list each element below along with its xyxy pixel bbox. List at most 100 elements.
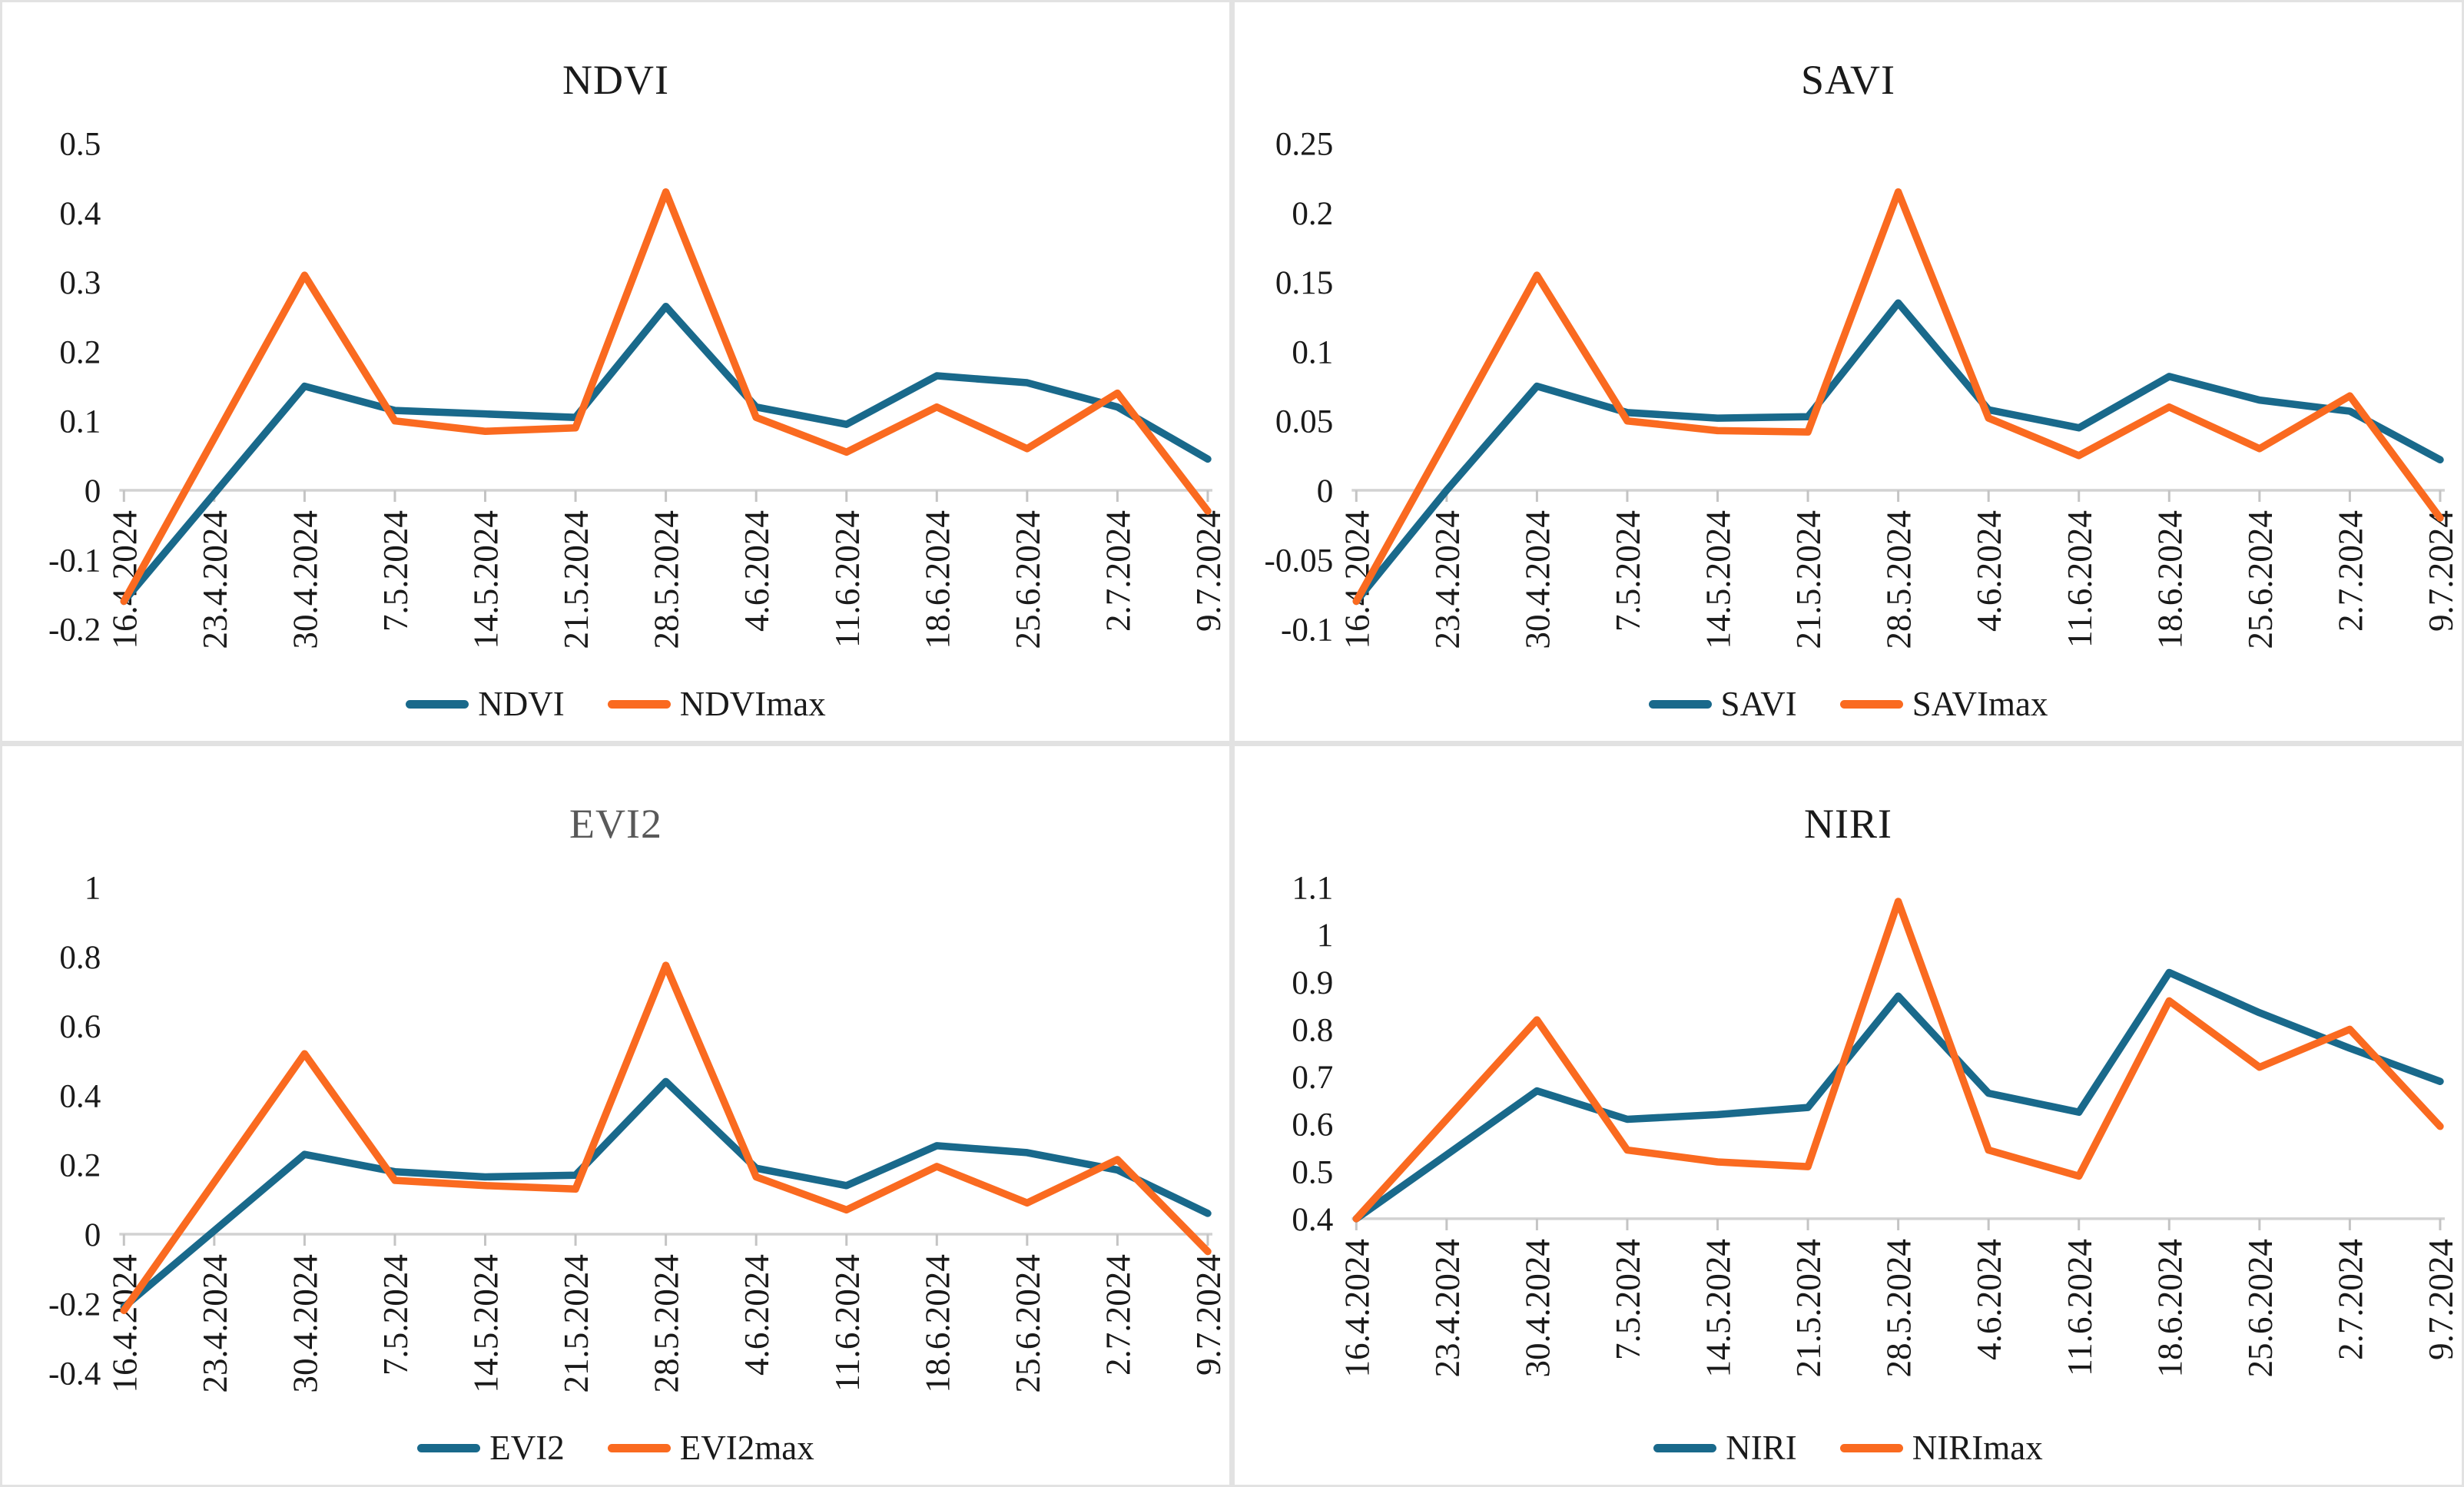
legend-item: NDVImax [607, 684, 826, 724]
svg-text:11.6.2024: 11.6.2024 [2061, 510, 2099, 648]
svg-text:-0.05: -0.05 [1265, 543, 1334, 579]
svg-text:25.6.2024: 25.6.2024 [2241, 1239, 2280, 1378]
svg-text:7.5.2024: 7.5.2024 [376, 1254, 415, 1376]
svg-text:11.6.2024: 11.6.2024 [828, 510, 867, 648]
legend-label: NIRI [1726, 1429, 1797, 1467]
series1-line-icon [406, 699, 469, 709]
svg-text:9.7.2024: 9.7.2024 [2422, 1239, 2460, 1360]
legend-item: NIRI [1653, 1428, 1797, 1468]
svg-text:23.4.2024: 23.4.2024 [196, 1254, 234, 1393]
svg-text:7.5.2024: 7.5.2024 [376, 510, 415, 632]
legend-label: NDVImax [679, 685, 826, 723]
legend-label: EVI2 [489, 1429, 565, 1467]
svg-text:18.6.2024: 18.6.2024 [918, 510, 957, 649]
legend-item: EVI2max [607, 1428, 814, 1468]
svg-text:16.4.2024: 16.4.2024 [1338, 1239, 1376, 1378]
legend-item: SAVImax [1839, 684, 2048, 724]
svg-text:0.8: 0.8 [1292, 1012, 1333, 1048]
chart-title-evi2: EVI2 [569, 801, 662, 847]
svg-text:30.4.2024: 30.4.2024 [286, 1254, 324, 1393]
svg-text:4.6.2024: 4.6.2024 [738, 510, 776, 632]
svg-text:16.4.2024: 16.4.2024 [105, 1254, 144, 1393]
svg-text:28.5.2024: 28.5.2024 [648, 510, 686, 649]
chart-title-niri: NIRI [1804, 801, 1892, 847]
svg-text:0.5: 0.5 [59, 127, 101, 163]
svg-text:2.7.2024: 2.7.2024 [2331, 1239, 2369, 1360]
svg-text:-0.2: -0.2 [48, 612, 101, 649]
series1-line-icon [417, 1443, 481, 1452]
svg-text:0.4: 0.4 [1292, 1202, 1333, 1238]
svg-text:28.5.2024: 28.5.2024 [1880, 510, 1918, 649]
svg-text:25.6.2024: 25.6.2024 [2241, 510, 2280, 649]
svg-text:30.4.2024: 30.4.2024 [1518, 1239, 1557, 1378]
legend-item: SAVI [1648, 684, 1797, 724]
svg-text:0.1: 0.1 [1292, 334, 1333, 370]
legend-label: SAVImax [1912, 685, 2048, 723]
svg-text:0: 0 [85, 473, 101, 509]
svg-text:-0.1: -0.1 [48, 543, 101, 579]
legend-label: NIRImax [1912, 1429, 2043, 1467]
legend-savi: SAVI SAVImax [1235, 684, 2462, 724]
svg-text:14.5.2024: 14.5.2024 [1700, 510, 1738, 649]
svg-text:11.6.2024: 11.6.2024 [2061, 1239, 2099, 1376]
svg-text:21.5.2024: 21.5.2024 [557, 510, 595, 649]
svg-text:25.6.2024: 25.6.2024 [1009, 1254, 1047, 1393]
svg-text:4.6.2024: 4.6.2024 [1970, 1239, 2008, 1360]
svg-text:28.5.2024: 28.5.2024 [648, 1254, 686, 1393]
chart-panel-niri: NIRI 1.1 1 0.9 0.8 0.7 0.6 0.5 0.4 16.4.2024 23.4… [1235, 746, 2462, 1485]
svg-text:21.5.2024: 21.5.2024 [1789, 510, 1828, 649]
svg-text:-0.4: -0.4 [48, 1356, 101, 1392]
svg-text:0.2: 0.2 [59, 1148, 101, 1184]
svg-text:21.5.2024: 21.5.2024 [1789, 1239, 1828, 1378]
svg-text:4.6.2024: 4.6.2024 [738, 1254, 776, 1376]
ndvi-plot: 0.50.40.30.20.10-0.1-0.2 16.4.2024 23.4.20… [48, 127, 1228, 649]
svg-text:0.2: 0.2 [59, 334, 101, 370]
series2-line-icon [1839, 1443, 1903, 1452]
svg-text:0.7: 0.7 [1292, 1060, 1333, 1096]
evi2-plot: 1 0.8 0.6 0.4 0.2 0 -0.2 -0.4 16.4.2024 23.4.2024… [48, 871, 1228, 1393]
legend-item: NDVI [406, 684, 565, 724]
svg-text:14.5.2024: 14.5.2024 [467, 1254, 506, 1393]
chart-panel-ndvi: NDVI 0.5 0.4 0.3 0.2 0.1 0 -0.1 -0.2 16.4.2024 23… [2, 2, 1229, 741]
svg-text:25.6.2024: 25.6.2024 [1009, 510, 1047, 649]
legend-label: SAVI [1720, 685, 1797, 723]
legend-label: NDVI [478, 685, 565, 723]
svg-text:30.4.2024: 30.4.2024 [286, 510, 324, 649]
svg-text:4.6.2024: 4.6.2024 [1970, 510, 2008, 632]
svg-text:23.4.2024: 23.4.2024 [1428, 1239, 1467, 1378]
svg-text:0.9: 0.9 [1292, 965, 1333, 1001]
svg-text:0.4: 0.4 [59, 1078, 101, 1114]
series2-line-icon [607, 1443, 671, 1452]
chart-panel-evi2: EVI2 1 0.8 0.6 0.4 0.2 0 -0.2 -0.4 16.4.2024 23.4… [2, 746, 1229, 1485]
series1-line-icon [1653, 1443, 1717, 1452]
svg-text:7.5.2024: 7.5.2024 [1609, 510, 1647, 632]
svg-text:0.15: 0.15 [1275, 265, 1333, 301]
svg-text:1: 1 [85, 871, 101, 907]
svg-text:2.7.2024: 2.7.2024 [1099, 1254, 1137, 1376]
legend-label: EVI2max [679, 1429, 814, 1467]
svg-text:0: 0 [1317, 473, 1334, 509]
svg-text:0.8: 0.8 [59, 940, 101, 976]
series2-line-icon [1839, 699, 1903, 709]
savi-plot: 0.250.20.150.10.050-0.05-0.1 16.4.2024 23.… [1265, 127, 2460, 649]
svg-text:1.1: 1.1 [1292, 871, 1333, 907]
svg-text:-0.2: -0.2 [48, 1286, 101, 1323]
legend-ndvi: NDVI NDVImax [2, 684, 1229, 724]
legend-niri: NIRI NIRImax [1235, 1428, 2462, 1468]
svg-text:14.5.2024: 14.5.2024 [1700, 1239, 1738, 1378]
svg-text:9.7.2024: 9.7.2024 [2422, 510, 2460, 632]
svg-text:0.25: 0.25 [1275, 127, 1333, 163]
svg-text:21.5.2024: 21.5.2024 [557, 1254, 595, 1393]
chart-title-ndvi: NDVI [562, 57, 669, 103]
svg-text:9.7.2024: 9.7.2024 [1189, 1254, 1228, 1376]
svg-text:23.4.2024: 23.4.2024 [196, 510, 234, 649]
svg-text:18.6.2024: 18.6.2024 [2151, 1239, 2189, 1378]
legend-item: NIRImax [1839, 1428, 2043, 1468]
niri-plot: 1.1 1 0.9 0.8 0.7 0.6 0.5 0.416.4.2024 23.4.2024… [1292, 871, 2460, 1378]
svg-text:0.2: 0.2 [1292, 196, 1333, 232]
series2-line-icon [607, 699, 671, 709]
svg-text:0.1: 0.1 [59, 404, 101, 440]
svg-text:18.6.2024: 18.6.2024 [2151, 510, 2189, 649]
svg-text:30.4.2024: 30.4.2024 [1518, 510, 1557, 649]
